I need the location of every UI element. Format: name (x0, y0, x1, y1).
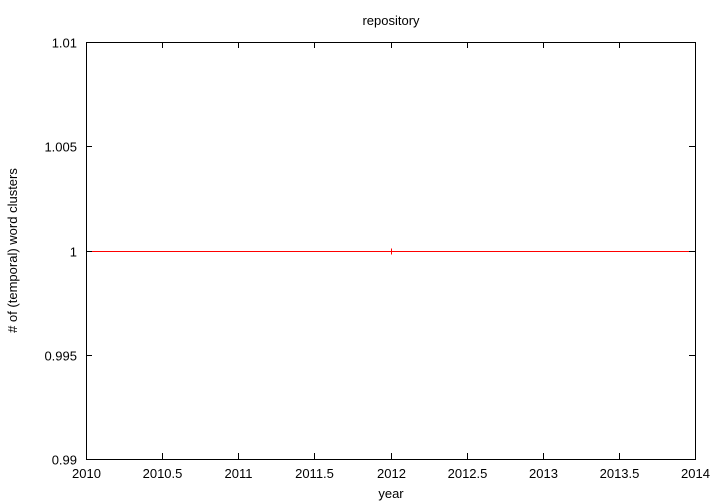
x-tick-label: 2013 (529, 466, 558, 481)
x-tick-label: 2013.5 (600, 466, 640, 481)
x-tick-label: 2011.5 (295, 466, 334, 481)
x-tick-label: 2010 (72, 466, 101, 481)
y-tick-label: 1 (70, 245, 77, 260)
data-point (388, 248, 395, 255)
x-axis-label: year (378, 486, 404, 501)
y-tick-label: 0.99 (52, 453, 77, 468)
y-tick-label: 0.995 (44, 349, 77, 364)
x-tick-label: 2014 (681, 466, 710, 481)
x-tick-label: 2010.5 (143, 466, 183, 481)
x-tick-label: 2012.5 (448, 466, 488, 481)
x-tick-label: 2012 (377, 466, 406, 481)
y-tick-label: 1.01 (52, 36, 77, 51)
chart-title: repository (362, 13, 420, 28)
y-axis-label: # of (temporal) word clusters (5, 168, 20, 333)
y-tick-label: 1.005 (44, 140, 77, 155)
x-tick-label: 2011 (225, 466, 253, 481)
plot-frame (86, 42, 696, 460)
